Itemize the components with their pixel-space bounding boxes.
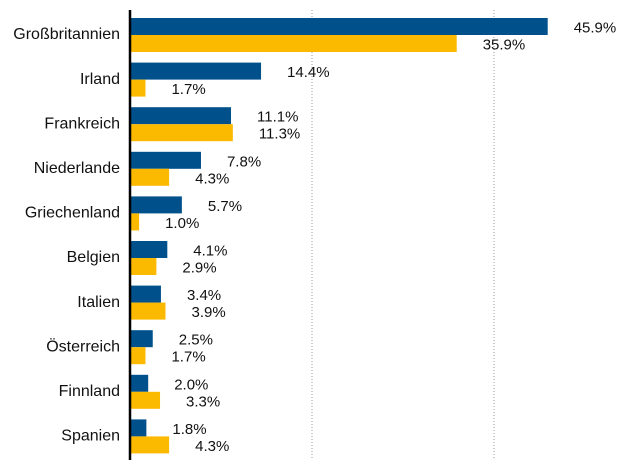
value-label: 4.1%	[193, 242, 227, 259]
category-label: Niederlande	[34, 160, 120, 177]
value-label: 4.3%	[195, 170, 229, 187]
value-label: 35.9%	[483, 36, 526, 53]
bar	[130, 419, 147, 437]
category-label: Belgien	[67, 249, 120, 266]
bar	[130, 258, 157, 275]
bar	[130, 168, 170, 186]
category-label: Österreich	[46, 337, 120, 355]
bar	[130, 347, 146, 365]
bar	[130, 213, 140, 231]
bar	[130, 302, 166, 320]
bar	[130, 62, 262, 80]
category-label: Großbritannien	[13, 26, 120, 43]
bar	[130, 436, 170, 454]
value-label: 3.9%	[191, 304, 225, 321]
bar	[130, 374, 149, 392]
category-label: Finnland	[59, 383, 120, 400]
bar	[130, 391, 161, 409]
value-label: 4.3%	[195, 438, 229, 455]
value-label: 3.3%	[186, 393, 220, 410]
category-label: Spanien	[61, 428, 120, 445]
bar	[130, 196, 182, 214]
value-label: 7.8%	[227, 153, 261, 170]
value-label: 1.7%	[171, 349, 205, 366]
value-label: 5.7%	[208, 198, 242, 215]
value-label: 14.4%	[287, 64, 330, 81]
bar	[130, 241, 168, 258]
bar	[130, 79, 146, 97]
bar	[130, 35, 457, 52]
category-label: Irland	[80, 71, 120, 88]
bar	[130, 107, 232, 125]
value-label: 11.3%	[259, 126, 300, 143]
bar	[130, 124, 233, 142]
value-label: 2.5%	[179, 332, 213, 349]
value-label: 3.4%	[187, 287, 221, 304]
bar	[130, 330, 153, 348]
value-label: 11.1%	[257, 109, 298, 126]
bar	[130, 18, 548, 35]
value-label: 1.0%	[165, 215, 199, 232]
value-label: 45.9%	[574, 19, 617, 36]
value-label: 2.9%	[182, 259, 216, 276]
bar	[130, 151, 201, 169]
category-label: Italien	[77, 294, 120, 311]
value-label: 1.8%	[172, 421, 206, 438]
value-label: 1.7%	[171, 81, 205, 98]
category-label: Frankreich	[44, 115, 120, 132]
category-label: Griechenland	[25, 205, 120, 222]
value-label: 2.0%	[174, 376, 208, 393]
bar	[130, 285, 161, 303]
